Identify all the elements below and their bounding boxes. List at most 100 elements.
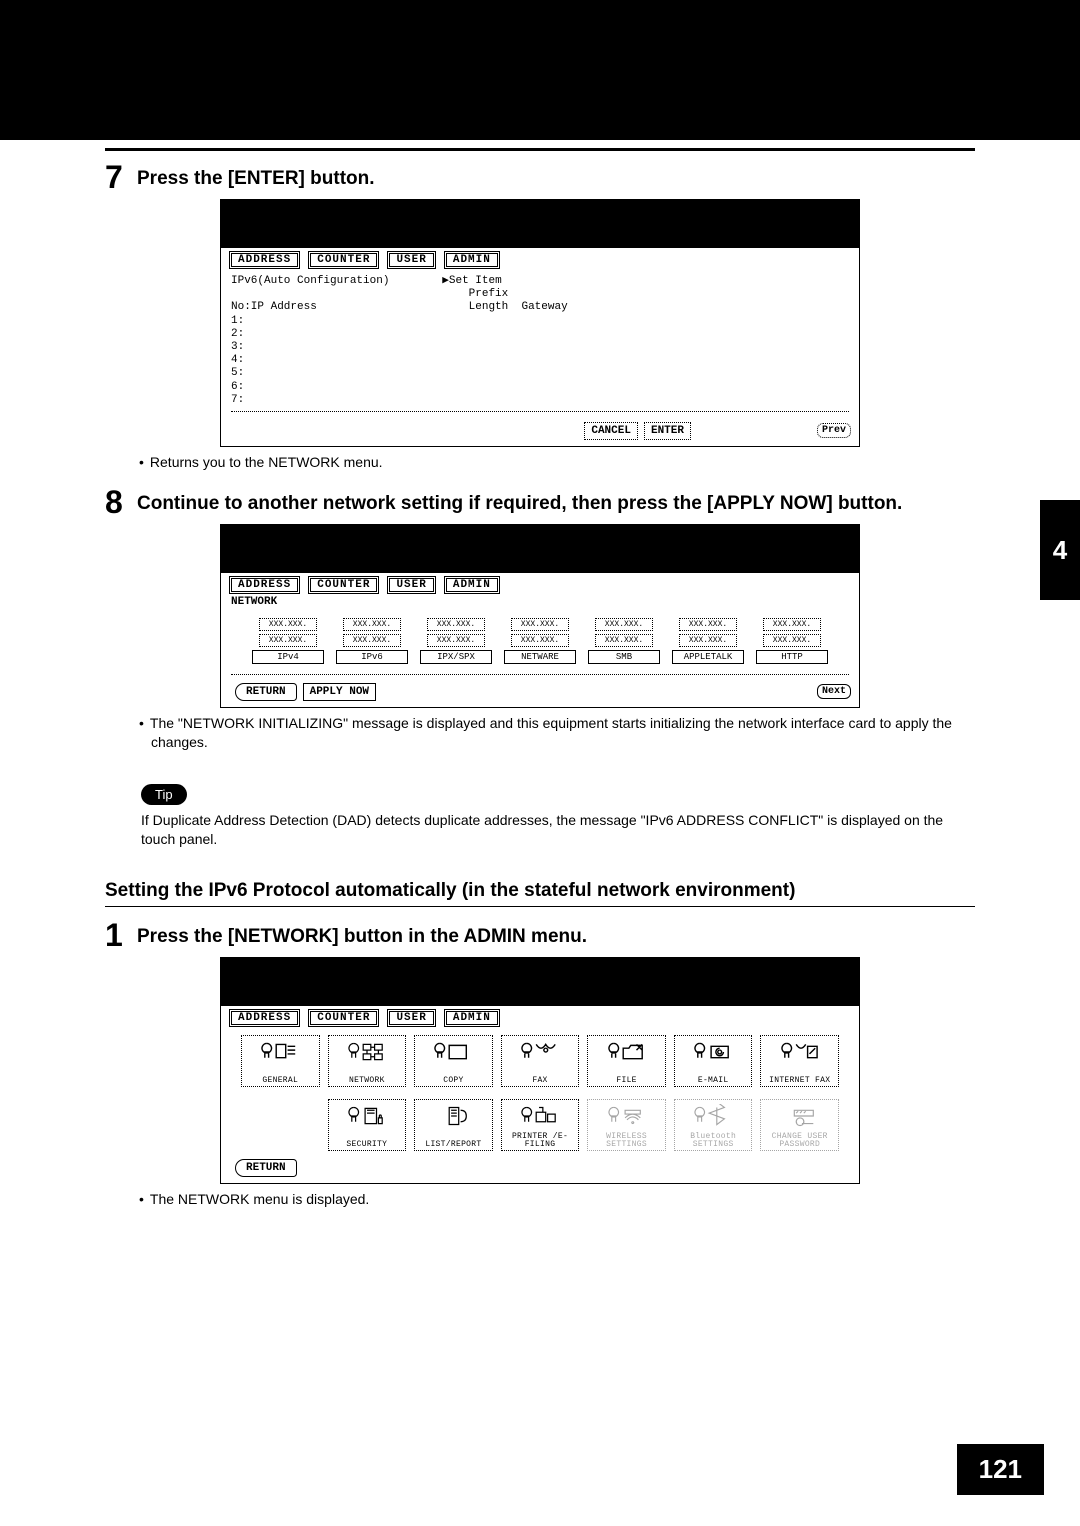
apply-now-button[interactable]: APPLY NOW xyxy=(303,683,376,701)
dotted-divider xyxy=(231,674,849,675)
lcd-footer: RETURN xyxy=(221,1155,859,1183)
cancel-button[interactable]: CANCEL xyxy=(584,422,638,440)
ipv6-title: IPv6(Auto Configuration) xyxy=(231,275,389,287)
admin-wireless[interactable]: WIRELESS SETTINGS xyxy=(587,1099,666,1151)
return-button[interactable]: RETURN xyxy=(235,683,297,701)
row: 7: xyxy=(231,394,849,407)
next-button[interactable]: Next xyxy=(817,684,851,699)
lcd-footer: CANCEL ENTER Prev xyxy=(221,418,859,446)
admin-label: SECURITY xyxy=(346,1141,387,1149)
net-label[interactable]: IPv6 xyxy=(336,650,408,664)
tab-counter[interactable]: COUNTER xyxy=(308,576,379,594)
dotted-divider xyxy=(231,411,849,412)
lcd-tabs: ADDRESS COUNTER USER ADMIN xyxy=(221,1006,859,1027)
ip-box[interactable]: XXX.XXX. xyxy=(427,618,485,631)
subsection-heading: Setting the IPv6 Protocol automatically … xyxy=(105,880,975,907)
admin-changepwd[interactable]: CHANGE USER PASSWORD xyxy=(760,1099,839,1151)
ip-box[interactable]: XXX.XXX. xyxy=(427,634,485,647)
net-label[interactable]: APPLETALK xyxy=(672,650,744,664)
admin-security[interactable]: SECURITY xyxy=(328,1099,407,1151)
lcd-screenshot-admin: ADDRESS COUNTER USER ADMIN GENERAL NETWO… xyxy=(220,957,860,1184)
page-content: 7 Press the [ENTER] button. ADDRESS COUN… xyxy=(0,148,1080,1209)
step-number: 8 xyxy=(105,486,129,518)
chapter-tab: 4 xyxy=(1040,500,1080,600)
net-col-ipv4: XXX.XXX. XXX.XXX. IPv4 xyxy=(251,618,325,664)
admin-general[interactable]: GENERAL xyxy=(241,1035,320,1087)
net-label[interactable]: HTTP xyxy=(756,650,828,664)
lcd-blackbar xyxy=(221,958,859,1006)
enter-button[interactable]: ENTER xyxy=(644,422,691,440)
tab-counter[interactable]: COUNTER xyxy=(308,1009,379,1027)
ip-box[interactable]: XXX.XXX. xyxy=(595,634,653,647)
net-label[interactable]: IPX/SPX xyxy=(420,650,492,664)
admin-bluetooth[interactable]: Bluetooth SETTINGS xyxy=(674,1099,753,1151)
ip-box[interactable]: XXX.XXX. xyxy=(259,618,317,631)
ip-box[interactable]: XXX.XXX. xyxy=(679,618,737,631)
network-title: NETWORK xyxy=(221,594,859,608)
admin-label: CHANGE USER PASSWORD xyxy=(761,1133,838,1149)
return-button[interactable]: RETURN xyxy=(235,1159,297,1177)
fax-icon xyxy=(520,1039,560,1065)
row: 6: xyxy=(231,381,849,394)
ip-box[interactable]: XXX.XXX. xyxy=(763,618,821,631)
step7-note: •Returns you to the NETWORK menu. xyxy=(105,453,975,472)
security-icon xyxy=(347,1103,387,1129)
net-col-smb: XXX.XXX. XXX.XXX. SMB xyxy=(587,618,661,664)
tab-user[interactable]: USER xyxy=(387,1009,435,1027)
ip-box[interactable]: XXX.XXX. xyxy=(343,618,401,631)
net-col-http: XXX.XXX. XXX.XXX. HTTP xyxy=(755,618,829,664)
lcd-screenshot-ipv6: ADDRESS COUNTER USER ADMIN IPv6(Auto Con… xyxy=(220,199,860,447)
lcd-body: IPv6(Auto Configuration) ▶Set Item Prefi… xyxy=(221,269,859,418)
step8-note: •The "NETWORK INITIALIZING" message is d… xyxy=(105,714,975,752)
net-label[interactable]: IPv4 xyxy=(252,650,324,664)
tab-address[interactable]: ADDRESS xyxy=(229,1009,300,1027)
step-text: Continue to another network setting if r… xyxy=(137,492,902,516)
tab-address[interactable]: ADDRESS xyxy=(229,251,300,269)
admin-file[interactable]: FILE xyxy=(587,1035,666,1087)
admin-fax[interactable]: FAX xyxy=(501,1035,580,1087)
bluetooth-icon xyxy=(693,1103,733,1129)
admin-label: INTERNET FAX xyxy=(769,1077,830,1085)
net-label[interactable]: NETWARE xyxy=(504,650,576,664)
lcd-blackbar xyxy=(221,200,859,248)
ip-box[interactable]: XXX.XXX. xyxy=(763,634,821,647)
ip-box[interactable]: XXX.XXX. xyxy=(679,634,737,647)
tip-text: If Duplicate Address Detection (DAD) det… xyxy=(105,811,975,850)
copy-icon xyxy=(433,1039,473,1065)
printer-icon xyxy=(520,1103,560,1129)
admin-email[interactable]: E-MAIL xyxy=(674,1035,753,1087)
admin-label: COPY xyxy=(443,1077,463,1085)
step-8: 8 Continue to another network setting if… xyxy=(105,486,975,518)
network-grid: XXX.XXX. XXX.XXX. IPv4 XXX.XXX. XXX.XXX.… xyxy=(221,608,859,670)
admin-listreport[interactable]: LIST/REPORT xyxy=(414,1099,493,1151)
admin-network[interactable]: NETWORK xyxy=(328,1035,407,1087)
tab-admin[interactable]: ADMIN xyxy=(444,251,500,269)
admin-label: FAX xyxy=(532,1077,547,1085)
tab-counter[interactable]: COUNTER xyxy=(308,251,379,269)
ip-box[interactable]: XXX.XXX. xyxy=(511,618,569,631)
ip-box[interactable]: XXX.XXX. xyxy=(511,634,569,647)
ip-box[interactable]: XXX.XXX. xyxy=(259,634,317,647)
step-text: Press the [NETWORK] button in the ADMIN … xyxy=(137,925,587,949)
admin-printer[interactable]: PRINTER /E-FILING xyxy=(501,1099,580,1151)
email-icon xyxy=(693,1039,733,1065)
tab-admin[interactable]: ADMIN xyxy=(444,1009,500,1027)
net-col-netware: XXX.XXX. XXX.XXX. NETWARE xyxy=(503,618,577,664)
wireless-icon xyxy=(607,1103,647,1129)
tab-address[interactable]: ADDRESS xyxy=(229,576,300,594)
tab-user[interactable]: USER xyxy=(387,576,435,594)
admin-label: FILE xyxy=(616,1077,636,1085)
ip-box[interactable]: XXX.XXX. xyxy=(595,618,653,631)
internetfax-icon xyxy=(780,1039,820,1065)
prev-button[interactable]: Prev xyxy=(817,423,851,438)
admin-internetfax[interactable]: INTERNET FAX xyxy=(760,1035,839,1087)
net-label[interactable]: SMB xyxy=(588,650,660,664)
net-col-ipxspx: XXX.XXX. XXX.XXX. IPX/SPX xyxy=(419,618,493,664)
general-icon xyxy=(260,1039,300,1065)
row: 1: xyxy=(231,315,849,328)
tab-admin[interactable]: ADMIN xyxy=(444,576,500,594)
tab-user[interactable]: USER xyxy=(387,251,435,269)
admin-copy[interactable]: COPY xyxy=(414,1035,493,1087)
ip-box[interactable]: XXX.XXX. xyxy=(343,634,401,647)
step-1: 1 Press the [NETWORK] button in the ADMI… xyxy=(105,919,975,951)
